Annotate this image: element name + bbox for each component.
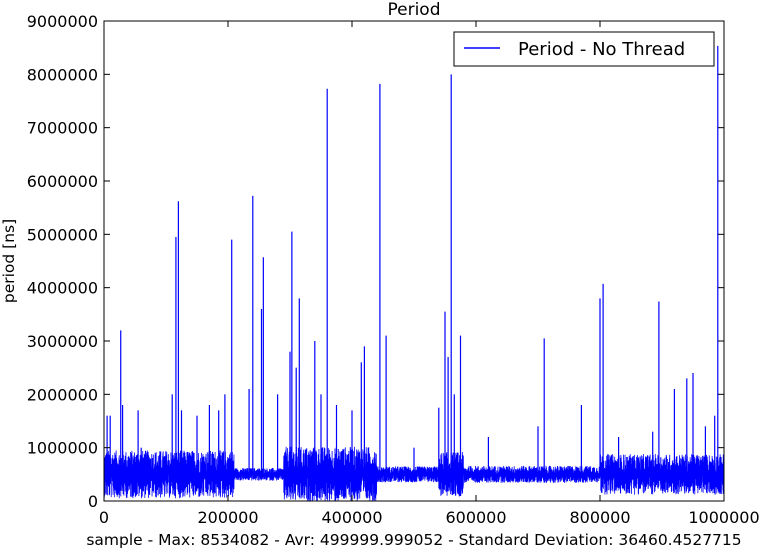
y-tick-label: 8000000: [27, 65, 98, 84]
y-tick-label: 5000000: [27, 225, 98, 244]
series-layer: [103, 45, 725, 502]
legend-box: [453, 31, 715, 67]
legend: Period - No Thread: [453, 31, 715, 67]
y-tick-label: 2000000: [27, 385, 98, 404]
x-tick-labels: 0 200000 400000 600000 800000 1000000: [99, 508, 760, 527]
y-tick-label: 4000000: [27, 279, 98, 298]
x-tick-label: 800000: [569, 508, 630, 527]
x-tick-label: 0: [99, 508, 109, 527]
chart-title: Period: [387, 0, 440, 20]
y-tick-label: 6000000: [27, 172, 98, 191]
y-axis-label: period [ns]: [0, 219, 18, 303]
x-tick-label: 1000000: [688, 508, 759, 527]
x-tick-label: 400000: [321, 508, 382, 527]
x-axis-label: sample - Max: 8534082 - Avr: 499999.9990…: [86, 531, 741, 549]
y-tick-label: 0: [88, 492, 98, 511]
plot-frame: [103, 20, 725, 502]
legend-label: Period - No Thread: [518, 39, 685, 60]
y-tick-label: 9000000: [27, 12, 98, 31]
y-tick-label: 1000000: [27, 439, 98, 458]
plot-area: [103, 20, 725, 502]
y-tick-label: 7000000: [27, 119, 98, 138]
y-tick-label: 3000000: [27, 332, 98, 351]
x-tick-label: 600000: [445, 508, 506, 527]
y-tick-labels: 0 1000000 2000000 3000000 4000000 5000000 6000…: [27, 12, 98, 511]
tick-marks: [103, 20, 725, 502]
x-tick-label: 200000: [197, 508, 258, 527]
